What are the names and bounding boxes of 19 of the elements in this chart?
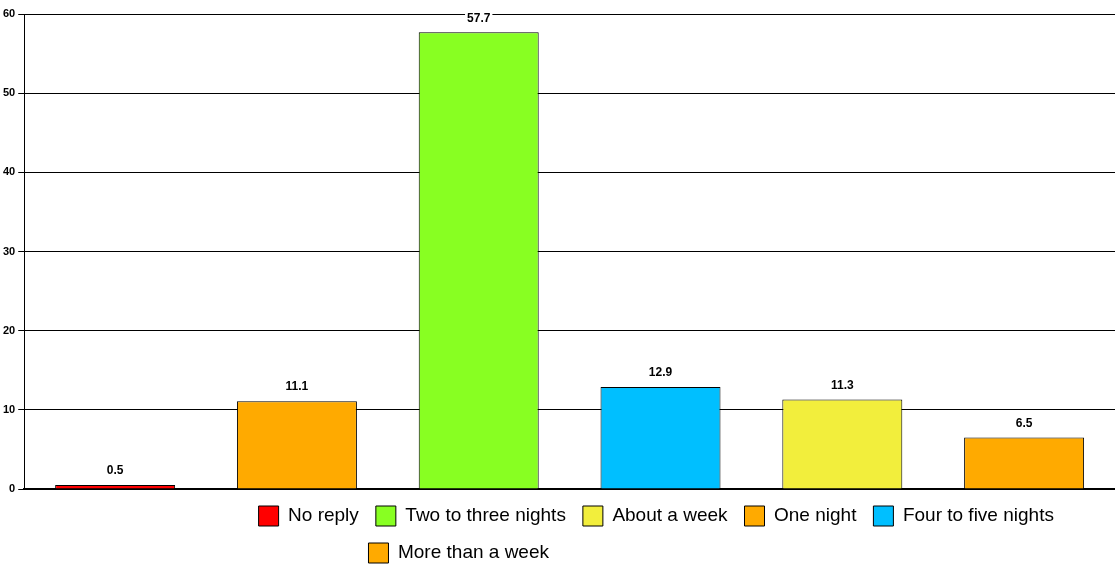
legend-label: No reply	[288, 504, 360, 526]
legend-label: About a week	[612, 504, 729, 526]
data-label: 0.5	[106, 463, 124, 478]
data-label: 57.7	[467, 10, 491, 25]
y-tick-label: 40	[2, 165, 16, 178]
y-tick-label: 30	[2, 244, 16, 257]
data-label: 11.3	[830, 377, 854, 392]
data-label: 12.9	[648, 365, 673, 380]
legend-label: One night	[774, 504, 858, 526]
y-tick-label: 0	[9, 482, 16, 495]
legend-label: Two to three nights	[405, 504, 566, 526]
y-tick-label: 50	[2, 86, 16, 99]
y-tick-label: 10	[2, 402, 16, 415]
data-label: 6.5	[1015, 415, 1033, 430]
legend-label: More than a week	[397, 541, 550, 563]
y-tick-label: 60	[2, 7, 16, 20]
y-tick-label: 20	[2, 323, 16, 336]
data-label: 11.1	[285, 379, 309, 394]
legend-label: Four to five nights	[902, 504, 1054, 526]
